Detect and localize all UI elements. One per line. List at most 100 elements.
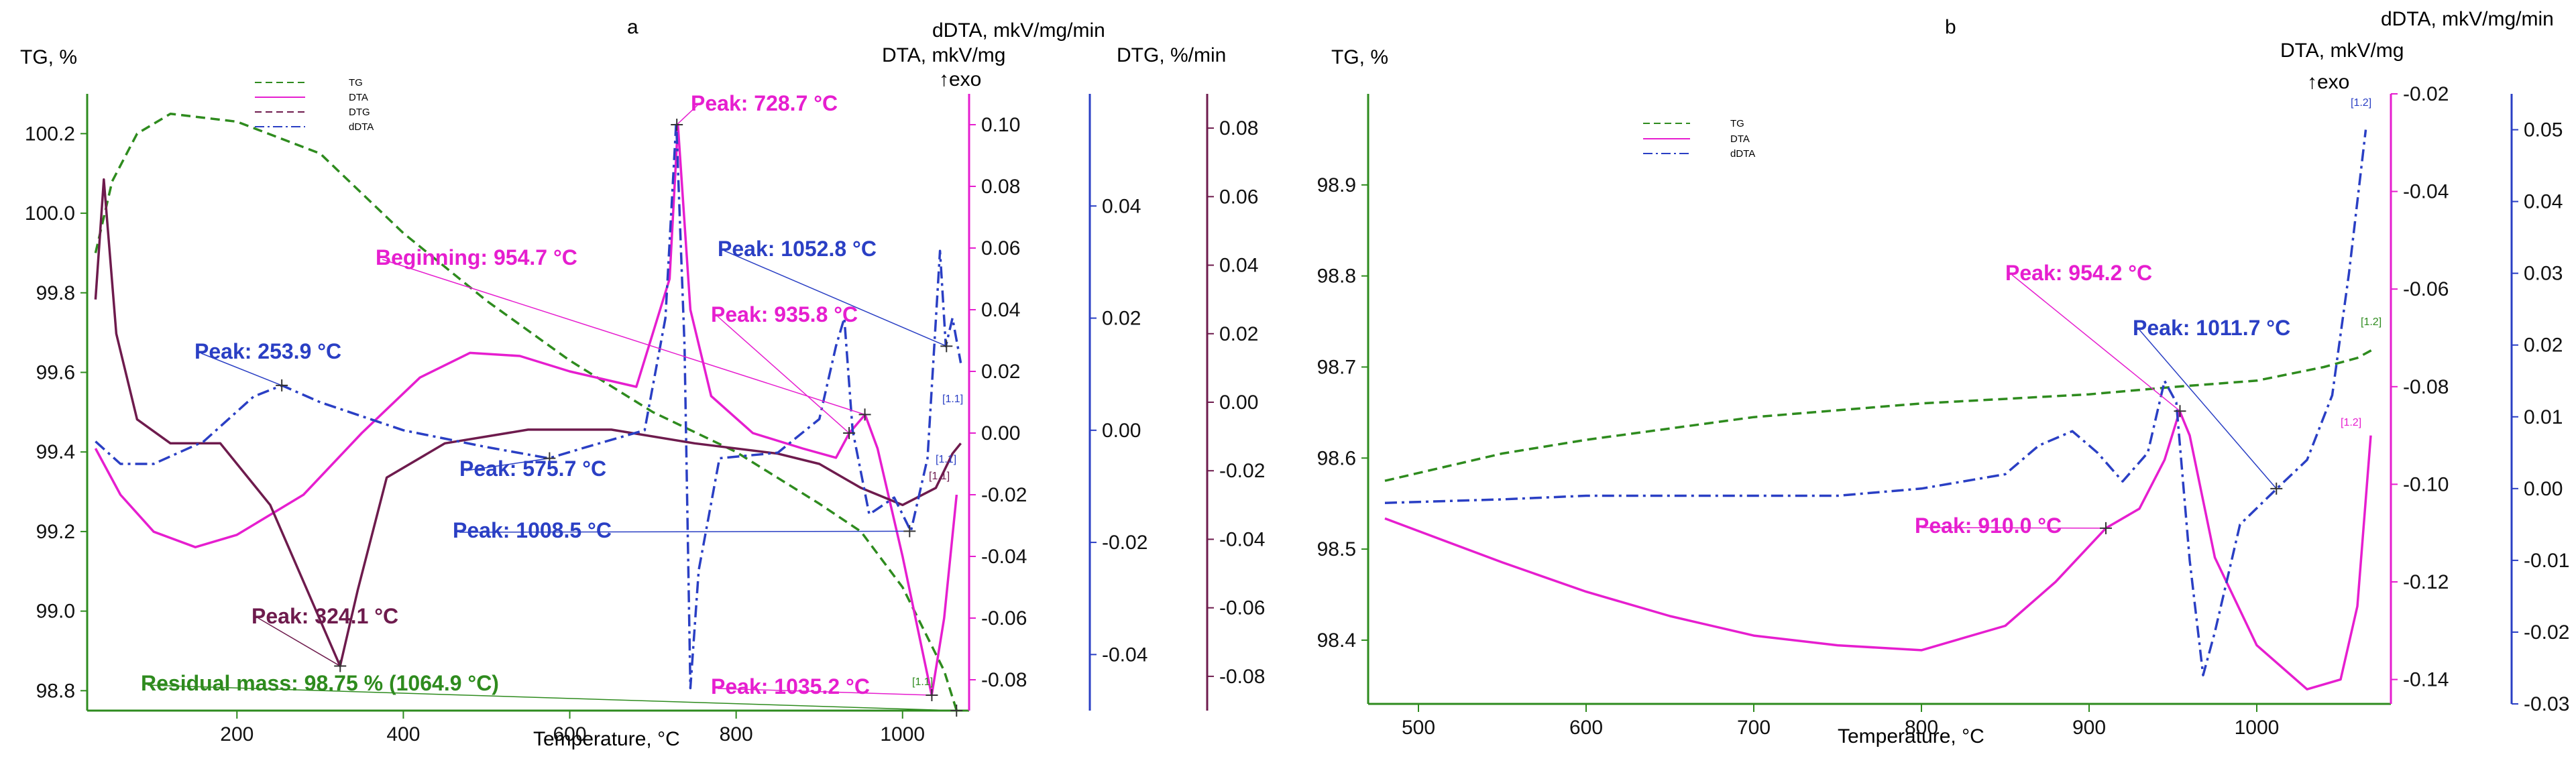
panel-a-legend-dta: DTA (349, 92, 368, 103)
dta-tick-label: -0.02 (981, 484, 1027, 506)
annotation-label: Residual mass: 98.75 % (1064.9 °C) (141, 671, 499, 695)
panel-a-legend-tg: TG (349, 77, 363, 88)
ddta-tick-label: -0.02 (1102, 532, 1147, 554)
series-end-marker: [1.2] (2351, 97, 2371, 109)
x-tick-label: 800 (720, 723, 753, 745)
panel-b-annotations: Peak: 954.2 °C Peak: 1011.7 °C Peak: 910.0… (1915, 97, 2382, 538)
series-end-marker: [1.2] (2341, 417, 2361, 428)
annotation-leader (382, 259, 865, 416)
annotation-label: Peak: 324.1 °C (251, 604, 398, 628)
dta-tick-label: -0.06 (2403, 278, 2449, 300)
annotation-marker (843, 427, 856, 439)
dtg-tick-label: 0.00 (1219, 392, 1258, 414)
x-tick-label: 600 (1569, 717, 1603, 739)
tg-tick-label: 99.2 (36, 521, 75, 543)
dta-tick-label: 0.06 (981, 237, 1020, 259)
dta-tick-label: -0.12 (2403, 571, 2449, 593)
tg-tick-label: 98.9 (1317, 174, 1356, 196)
dta-tick-label: 0.02 (981, 361, 1020, 383)
dta-tick-label: -0.02 (2403, 83, 2449, 105)
tg-tick-label: 99.6 (36, 361, 75, 383)
annotation-label: Peak: 253.9 °C (194, 339, 341, 363)
panel-b-x-axis-title: Temperature, °C (1838, 725, 1984, 747)
annotation-label: Peak: 935.8 °C (711, 302, 858, 326)
annotation-marker (950, 705, 963, 717)
panel-a-dta-axis-title: DTA, mkV/mg (882, 44, 1005, 66)
dta-tick-label: -0.04 (981, 546, 1027, 568)
tg-tick-label: 99.8 (36, 282, 75, 304)
tg-tick-label: 98.4 (1317, 629, 1356, 652)
ddta-tick-label: 0.03 (2524, 263, 2563, 285)
panel-a-ddta-axis-title: dDTA, mkV/mg/min (932, 19, 1105, 42)
annotation-label: Peak: 575.7 °C (459, 457, 606, 481)
dta-tick-label: -0.14 (2403, 669, 2449, 691)
ddta-tick-label: -0.01 (2524, 550, 2569, 572)
dta-tick-label: -0.06 (981, 607, 1027, 629)
annotation-marker (671, 119, 683, 131)
tg-tick-label: 98.8 (36, 680, 75, 702)
series-dta-line (94, 123, 958, 697)
annotation-leader (717, 688, 932, 696)
dtg-tick-label: -0.06 (1219, 597, 1265, 619)
ddta-tick-label: -0.03 (2524, 693, 2569, 715)
annotation-label: Peak: 954.2 °C (2005, 261, 2152, 285)
annotation-label: Peak: 910.0 °C (1915, 514, 2062, 538)
series-dta-line (1384, 410, 2372, 690)
panel-b-chart: b TG, % dDTA, mkV/mg/min DTA, mkV/mg ↑ex… (1317, 8, 2570, 747)
x-tick-label: 600 (553, 723, 586, 745)
annotation-label: Peak: 1011.7 °C (2133, 316, 2290, 340)
panel-b-legend-dta: DTA (1730, 133, 1750, 145)
panel-a-plot-area (94, 112, 962, 711)
series-ddta-line (1384, 129, 2367, 676)
annotation-marker (276, 379, 288, 392)
dta-tick-label: -0.08 (981, 669, 1027, 691)
dtg-tick-label: 0.02 (1219, 323, 1258, 345)
panel-b-legend-tg: TG (1730, 118, 1744, 129)
panel-b-legend-ddta: dDTA (1730, 148, 1755, 160)
panel-a-x-axis-title: Temperature, °C (533, 728, 680, 750)
annotation-label: Peak: 1035.2 °C (711, 674, 870, 699)
panel-a-legend-ddta: dDTA (349, 121, 374, 133)
annotation-label: Peak: 1008.5 °C (453, 518, 612, 542)
dta-tick-label: -0.04 (2403, 181, 2449, 203)
dtg-tick-label: 0.06 (1219, 186, 1258, 208)
panel-b-plot-area (1384, 129, 2375, 690)
ddta-tick-label: 0.04 (2524, 191, 2563, 213)
annotation-marker (926, 689, 938, 701)
ddta-tick-label: 0.05 (2524, 119, 2563, 141)
series-tg-line (94, 112, 958, 711)
dta-tick-label: 0.00 (981, 422, 1020, 444)
annotation-leader (465, 457, 550, 471)
panel-b-dta-axis-title: DTA, mkV/mg (2280, 40, 2404, 62)
dtg-tick-label: 0.04 (1219, 255, 1258, 277)
series-end-marker: [1.1] (936, 454, 956, 465)
series-end-marker: [1.2] (2361, 316, 2382, 328)
ddta-tick-label: 0.00 (1102, 420, 1141, 442)
tg-tick-label: 99.0 (36, 601, 75, 623)
panel-b-tg-axis-title: TG, % (1331, 46, 1388, 68)
dtg-tick-label: -0.02 (1219, 460, 1265, 482)
tg-tick-label: 98.5 (1317, 538, 1356, 560)
x-tick-label: 1000 (880, 723, 925, 745)
annotation-leader (147, 684, 957, 711)
annotation-marker (334, 660, 347, 672)
x-tick-label: 800 (1905, 717, 1938, 739)
tg-tick-label: 98.8 (1317, 265, 1356, 288)
annotation-leader (717, 316, 850, 434)
tg-tick-label: 100.2 (25, 123, 75, 145)
annotation-marker (903, 525, 916, 538)
panel-b-axes: 500 600 700 800 900 1000 98.4 98.5 98.6 98.7 98.8 9… (1317, 83, 2570, 739)
ddta-tick-label: -0.02 (2524, 621, 2569, 644)
dta-tick-label: 0.08 (981, 176, 1020, 198)
series-tg-line (1384, 347, 2375, 482)
annotation-leader (258, 617, 341, 667)
panel-a-axes: 200 400 600 800 1000 98.8 99.0 99.2 99.4 99.6 99.8… (25, 94, 1265, 745)
dta-tick-label: 0.04 (981, 299, 1020, 321)
ddta-tick-label: 0.00 (2524, 478, 2563, 500)
annotation-leader (724, 250, 947, 347)
ddta-tick-label: 0.04 (1102, 195, 1141, 217)
tg-tick-label: 98.7 (1317, 356, 1356, 378)
x-tick-label: 1000 (2235, 717, 2280, 739)
panel-a-exo-label: ↑exo (939, 68, 981, 91)
panel-a-chart: a TG, % dDTA, mkV/mg/min DTA, mkV/mg DTG… (20, 16, 1265, 750)
